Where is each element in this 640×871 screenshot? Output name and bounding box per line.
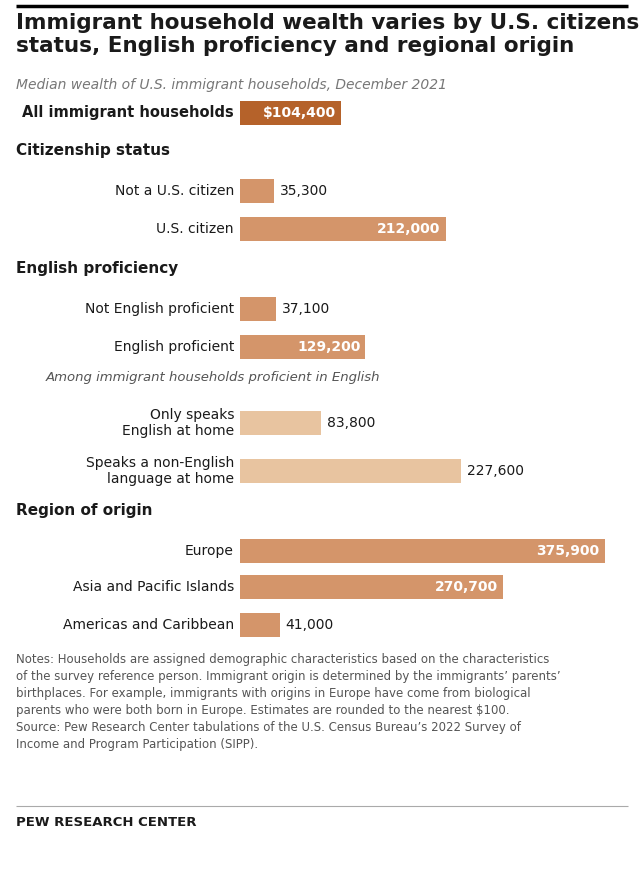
Bar — [240, 101, 341, 125]
Bar — [240, 335, 365, 359]
Text: Only speaks
English at home: Only speaks English at home — [122, 408, 234, 438]
Text: 41,000: 41,000 — [286, 618, 334, 632]
Text: All immigrant households: All immigrant households — [22, 105, 234, 120]
Text: Asia and Pacific Islands: Asia and Pacific Islands — [73, 580, 234, 594]
Text: Among immigrant households proficient in English: Among immigrant households proficient in… — [46, 370, 381, 383]
Text: Americas and Caribbean: Americas and Caribbean — [63, 618, 234, 632]
Bar — [240, 539, 605, 563]
Text: Not a U.S. citizen: Not a U.S. citizen — [115, 184, 234, 198]
Text: English proficient: English proficient — [114, 340, 234, 354]
Text: Speaks a non-English
language at home: Speaks a non-English language at home — [86, 456, 234, 486]
Text: 35,300: 35,300 — [280, 184, 328, 198]
Text: 37,100: 37,100 — [282, 302, 330, 316]
Bar — [240, 459, 461, 483]
Bar — [240, 179, 275, 203]
Text: English proficiency: English proficiency — [16, 261, 179, 276]
Text: Immigrant household wealth varies by U.S. citizenship
status, English proficienc: Immigrant household wealth varies by U.S… — [16, 13, 640, 57]
Text: U.S. citizen: U.S. citizen — [157, 222, 234, 236]
Text: Region of origin: Region of origin — [16, 503, 152, 518]
Bar — [240, 411, 321, 435]
Text: Median wealth of U.S. immigrant households, December 2021: Median wealth of U.S. immigrant househol… — [16, 78, 447, 92]
Text: Not English proficient: Not English proficient — [85, 302, 234, 316]
Text: Europe: Europe — [185, 544, 234, 558]
Bar — [240, 217, 445, 241]
Text: Notes: Households are assigned demographic characteristics based on the characte: Notes: Households are assigned demograph… — [16, 653, 561, 751]
Bar — [240, 575, 502, 599]
Text: 227,600: 227,600 — [467, 464, 524, 478]
Text: PEW RESEARCH CENTER: PEW RESEARCH CENTER — [16, 816, 196, 829]
Text: 212,000: 212,000 — [377, 222, 440, 236]
Text: 129,200: 129,200 — [297, 340, 360, 354]
Bar — [240, 613, 280, 637]
Text: 375,900: 375,900 — [536, 544, 600, 558]
Bar — [240, 297, 276, 321]
Text: 83,800: 83,800 — [327, 416, 376, 430]
Text: Citizenship status: Citizenship status — [16, 144, 170, 159]
Text: $104,400: $104,400 — [263, 106, 336, 120]
Text: 270,700: 270,700 — [435, 580, 497, 594]
